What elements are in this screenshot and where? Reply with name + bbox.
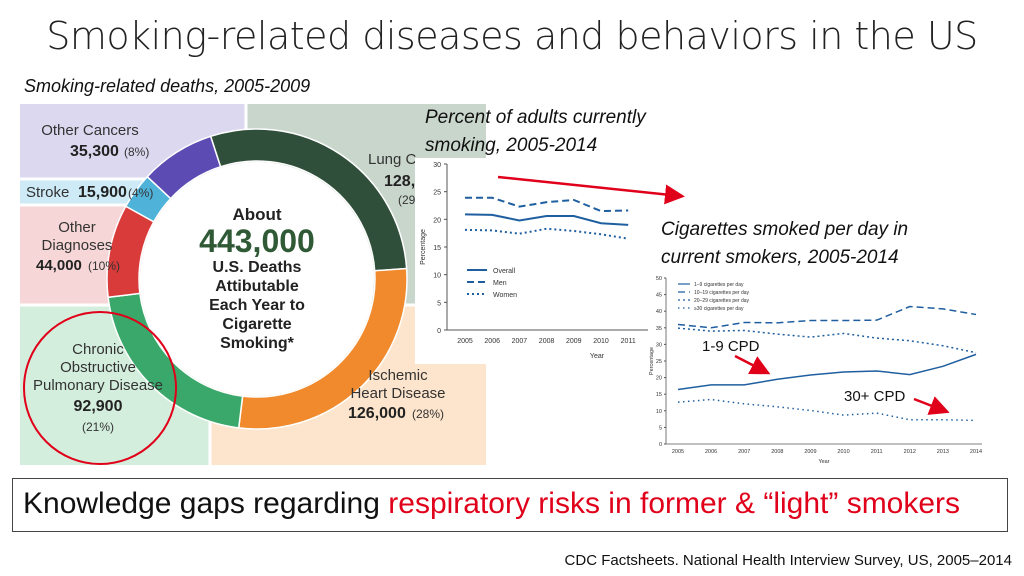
source-citation: CDC Factsheets. National Health Intervie… xyxy=(564,552,1012,569)
x-tick-label: 2014 xyxy=(970,449,982,455)
y-tick-label: 10 xyxy=(656,409,662,415)
y-tick-label: 45 xyxy=(656,293,662,299)
label-heart-2: Heart Disease xyxy=(350,385,445,402)
label-stroke: Stroke xyxy=(26,184,69,201)
label-heart-1: Ischemic xyxy=(368,367,428,384)
y-tick-label: 25 xyxy=(656,359,662,365)
knowledge-gap-highlight: respiratory risks in former & “light” sm… xyxy=(388,487,961,520)
x-tick-label: 2006 xyxy=(484,338,500,345)
adults-caption: Percent of adults currently smoking, 200… xyxy=(425,107,646,156)
legend-label: Men xyxy=(493,280,507,287)
center-line7: Smoking* xyxy=(220,335,295,352)
center-line6: Cigarette xyxy=(222,316,291,333)
pct-copd: (21%) xyxy=(82,420,114,434)
y-tick-label: 15 xyxy=(433,245,441,252)
pct-other-diag: (10%) xyxy=(88,259,120,273)
y-tick-label: 20 xyxy=(656,376,662,382)
y-tick-label: 30 xyxy=(656,342,662,348)
x-tick-label: 2009 xyxy=(804,449,816,455)
annotation-1-9-cpd: 1-9 CPD xyxy=(702,338,760,355)
y-tick-label: 35 xyxy=(656,326,662,332)
label-copd-2: Obstructive xyxy=(60,359,136,376)
y-tick-label: 0 xyxy=(659,442,662,448)
x-tick-label: 2005 xyxy=(672,449,684,455)
label-copd-1: Chronic xyxy=(72,341,124,358)
series-line xyxy=(464,213,629,226)
x-tick-label: 2011 xyxy=(621,338,636,345)
y-tick-label: 5 xyxy=(437,300,441,307)
center-line3: U.S. Deaths xyxy=(213,259,302,276)
y-tick-label: 5 xyxy=(659,425,662,431)
x-tick-label: 2011 xyxy=(871,449,883,455)
label-other-diag-2: Diagnoses xyxy=(42,237,113,254)
y-tick-label: 10 xyxy=(433,273,441,280)
x-tick-label: 2012 xyxy=(904,449,916,455)
donut-chart xyxy=(106,128,408,430)
y-tick-label: 0 xyxy=(437,328,441,335)
deaths-infographic: About 443,000 U.S. Deaths Attibutable Ea… xyxy=(20,104,486,465)
y-axis-label: Percentage xyxy=(420,229,427,265)
x-tick-label: 2008 xyxy=(771,449,783,455)
x-tick-label: 2007 xyxy=(738,449,750,455)
legend-label: Women xyxy=(493,292,517,299)
x-axis-label: Year xyxy=(818,459,829,465)
legend-label: ≥30 cigarettes per day xyxy=(694,306,744,312)
center-line4: Attibutable xyxy=(215,278,299,295)
legend-label: 1–9 cigarettes per day xyxy=(694,282,744,288)
y-tick-label: 15 xyxy=(656,392,662,398)
donut-hole xyxy=(140,162,374,396)
cigs-per-day-chart: 0 5 10 15 20 25 30 35 40 45 50 2005 2006 2007 2008 2009… xyxy=(648,270,990,466)
x-tick-label: 2009 xyxy=(566,338,582,345)
legend-label: 10–19 cigarettes per day xyxy=(694,290,750,296)
x-tick-label: 2013 xyxy=(937,449,949,455)
count-heart: 126,000 xyxy=(348,405,406,422)
knowledge-gap-prefix: Knowledge gaps regarding xyxy=(23,487,389,520)
donut-slice xyxy=(146,135,222,200)
series-line xyxy=(677,398,977,422)
x-tick-label: 2010 xyxy=(837,449,849,455)
y-tick-label: 30 xyxy=(433,162,441,169)
legend-label: Overall xyxy=(493,268,516,275)
count-other-cancers: 35,300 xyxy=(70,143,119,160)
label-other-cancers: Other Cancers xyxy=(41,122,139,139)
pct-lung: (29 xyxy=(398,193,416,207)
series-line xyxy=(677,353,977,391)
x-tick-label: 2010 xyxy=(593,338,609,345)
center-total: 443,000 xyxy=(199,223,315,259)
series-line xyxy=(465,196,629,213)
count-other-diag: 44,000 xyxy=(36,257,82,274)
knowledge-gap-box: Knowledge gaps regarding respiratory ris… xyxy=(12,478,1008,532)
x-tick-label: 2005 xyxy=(457,338,473,345)
y-tick-label: 40 xyxy=(656,309,662,315)
count-lung: 128,9 xyxy=(384,173,424,190)
cigs-caption: Cigarettes smoked per day in current smo… xyxy=(661,219,909,268)
series-line xyxy=(677,305,977,329)
label-lung: Lung C xyxy=(368,151,417,168)
x-tick-label: 2006 xyxy=(705,449,717,455)
series-line xyxy=(464,227,629,240)
y-tick-label: 50 xyxy=(656,276,662,282)
x-tick-label: 2008 xyxy=(539,338,555,345)
x-tick-label: 2007 xyxy=(512,338,528,345)
y-tick-label: 25 xyxy=(433,190,441,197)
y-axis-label: Percentage xyxy=(649,347,655,375)
pct-stroke: (4%) xyxy=(128,186,153,200)
deaths-caption: Smoking-related deaths, 2005-2009 xyxy=(24,76,311,96)
y-tick-label: 20 xyxy=(433,217,441,224)
label-other-diag-1: Other xyxy=(58,219,96,236)
center-line5: Each Year to xyxy=(209,297,305,314)
x-axis-label: Year xyxy=(590,353,605,360)
pct-heart: (28%) xyxy=(412,407,444,421)
pct-other-cancers: (8%) xyxy=(124,145,149,159)
slide-title: Smoking-related diseases and behaviors i… xyxy=(46,14,978,58)
center-line1: About xyxy=(232,205,281,224)
annotation-30-cpd: 30+ CPD xyxy=(844,388,906,405)
label-copd-3: Pulmonary Disease xyxy=(33,377,163,394)
count-stroke: 15,900 xyxy=(78,184,127,201)
count-copd: 92,900 xyxy=(74,398,123,415)
copd-highlight-circle xyxy=(23,311,177,465)
legend-label: 20–29 cigarettes per day xyxy=(694,298,750,304)
